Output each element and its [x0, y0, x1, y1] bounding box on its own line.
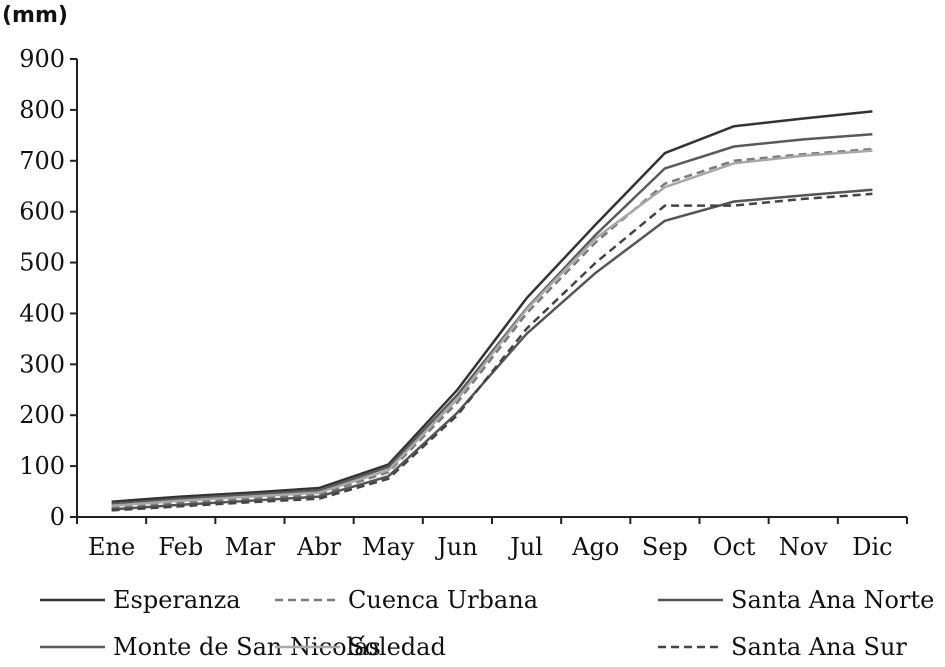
y-unit-label: (mm)	[2, 3, 68, 28]
x-tick-label: Feb	[158, 533, 203, 561]
legend-label: Esperanza	[113, 586, 241, 614]
x-tick-label: Ene	[88, 533, 135, 561]
x-tick-label: Dic	[852, 533, 892, 561]
x-tick-label: Abr	[296, 533, 342, 561]
legend-label: Soledad	[348, 633, 446, 661]
y-tick-label: 700	[19, 147, 65, 175]
x-tick-label: Mar	[225, 533, 276, 561]
series-line-4	[111, 188, 873, 511]
y-tick-label: 600	[19, 198, 65, 226]
x-tick-label: Jul	[507, 533, 543, 561]
series-line-2	[111, 147, 873, 510]
x-tick-label: Oct	[713, 533, 756, 561]
series-line-3	[111, 149, 873, 508]
y-tick-label: 200	[19, 401, 65, 429]
y-tick-label: 400	[19, 299, 65, 327]
y-tick-label: 300	[19, 350, 65, 378]
x-tick-label: Nov	[779, 533, 828, 561]
series-lines	[111, 110, 873, 512]
x-tick-label: May	[362, 533, 415, 561]
y-tick-label: 900	[19, 45, 65, 73]
legend: Esperanza Monte de San Nicolás Cuenca Urba…	[40, 586, 934, 661]
x-tick-label: Sep	[642, 533, 688, 561]
x-tick-label: Jun	[434, 533, 478, 561]
legend-label: Monte de San Nicolás	[113, 633, 381, 661]
legend-label: Santa Ana Norte	[731, 586, 934, 614]
x-axis-ticks: Ene Feb Mar Abr May Jun Jul Ago Sep Oct Nov Dic	[76, 517, 908, 561]
y-axis-ticks: 0 100 200 300 400 500 600 700 800 900	[19, 45, 77, 531]
y-tick-label: 800	[19, 96, 65, 124]
x-tick-label: Ago	[571, 533, 619, 561]
y-tick-label: 100	[19, 452, 65, 480]
series-line-1	[111, 133, 873, 506]
series-line-0	[111, 110, 873, 503]
series-line-5	[111, 192, 873, 512]
legend-label: Santa Ana Sur	[731, 633, 907, 661]
legend-label: Cuenca Urbana	[348, 586, 538, 614]
y-tick-label: 0	[50, 503, 65, 531]
y-tick-label: 500	[19, 249, 65, 277]
